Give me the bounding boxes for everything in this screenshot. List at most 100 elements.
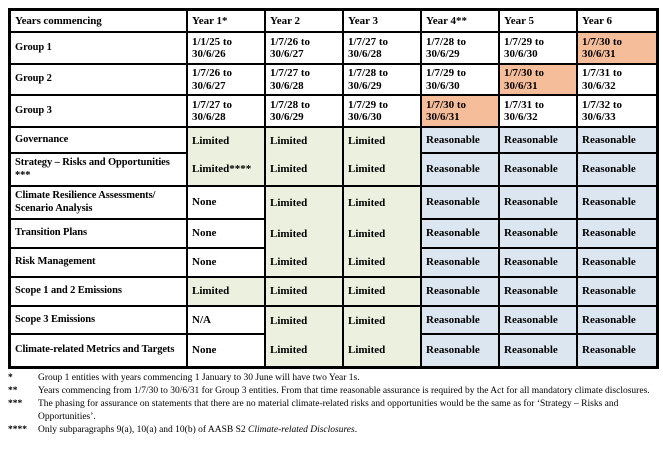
- assurance-cell-row-8-year-3: Limited: [344, 335, 422, 366]
- footnote-text-part: Years commencing from 1/7/30 to 30/6/31 …: [38, 386, 650, 396]
- footnote-text-part: Group 1 entities with years commencing 1…: [38, 373, 360, 383]
- assurance-row-label: Risk Management: [11, 249, 188, 278]
- date-cell-group-2-year-4: 1/7/29 to 30/6/30: [422, 65, 500, 96]
- assurance-row-label: Transition Plans: [11, 220, 188, 249]
- footnote-row: *** The phasing for assurance on statemen…: [8, 398, 656, 424]
- assurance-cell-row-3-year-1: None: [188, 187, 266, 220]
- header-cell-year-5: Year 5: [500, 11, 578, 33]
- header-cell-year-4: Year 4**: [422, 11, 500, 33]
- assurance-cell-row-6-year-5: Reasonable: [500, 278, 578, 307]
- footnote-text: Group 1 entities with years commencing 1…: [38, 372, 650, 385]
- assurance-cell-row-4-year-6: Reasonable: [578, 220, 656, 249]
- date-cell-group-3-year-2: 1/7/28 to 30/6/29: [266, 96, 344, 128]
- footnote-marker: *: [8, 373, 13, 383]
- assurance-cell-row-3-year-4: Reasonable: [422, 187, 500, 220]
- assurance-cell-row-1-year-1: Limited: [188, 128, 266, 154]
- assurance-cell-row-2-year-5: Reasonable: [500, 154, 578, 187]
- assurance-cell-row-2-year-3: Limited: [344, 154, 422, 187]
- date-cell-group-2-year-1: 1/7/26 to 30/6/27: [188, 65, 266, 96]
- assurance-cell-row-6-year-4: Reasonable: [422, 278, 500, 307]
- assurance-phasing-table: Years commencing Year 1* Year 2 Year 3 Year …: [8, 8, 659, 369]
- date-cell-group-2-year-2: 1/7/27 to 30/6/28: [266, 65, 344, 96]
- assurance-row-label: Governance: [11, 128, 188, 154]
- assurance-cell-row-8-year-2: Limited: [266, 335, 344, 366]
- assurance-cell-row-4-year-2: Limited: [266, 220, 344, 249]
- assurance-cell-row-5-year-2: Limited: [266, 249, 344, 278]
- date-cell-group-1-year-6: 1/7/30 to 30/6/31: [578, 33, 656, 65]
- date-cell-group-1-year-4: 1/7/28 to 30/6/29: [422, 33, 500, 65]
- assurance-cell-row-5-year-6: Reasonable: [578, 249, 656, 278]
- assurance-cell-row-4-year-3: Limited: [344, 220, 422, 249]
- assurance-cell-row-4-year-1: None: [188, 220, 266, 249]
- footnote-text-italic: Climate-related Disclosures: [248, 425, 355, 435]
- header-cell-years-commencing: Years commencing: [11, 11, 188, 33]
- assurance-cell-row-7-year-3: Limited: [344, 307, 422, 335]
- assurance-row-label: Climate-related Metrics and Targets: [11, 335, 188, 366]
- assurance-cell-row-1-year-5: Reasonable: [500, 128, 578, 154]
- assurance-cell-row-1-year-6: Reasonable: [578, 128, 656, 154]
- assurance-cell-row-6-year-1: Limited: [188, 278, 266, 307]
- assurance-cell-row-8-year-6: Reasonable: [578, 335, 656, 366]
- assurance-cell-row-6-year-6: Reasonable: [578, 278, 656, 307]
- footnote-text-part: Only subparagraphs 9(a), 10(a) and 10(b)…: [38, 425, 249, 435]
- assurance-cell-row-5-year-3: Limited: [344, 249, 422, 278]
- assurance-cell-row-4-year-5: Reasonable: [500, 220, 578, 249]
- assurance-row-label: Strategy – Risks and Opportunities ***: [11, 154, 188, 187]
- footnote-text: Years commencing from 1/7/30 to 30/6/31 …: [38, 385, 650, 398]
- footnote-text-part: The phasing for assurance on statements …: [38, 399, 619, 422]
- group-row-label: Group 3: [11, 96, 188, 128]
- date-cell-group-1-year-1: 1/1/25 to 30/6/26: [188, 33, 266, 65]
- header-cell-year-2: Year 2: [266, 11, 344, 33]
- assurance-cell-row-2-year-4: Reasonable: [422, 154, 500, 187]
- assurance-cell-row-8-year-5: Reasonable: [500, 335, 578, 366]
- assurance-cell-row-3-year-3: Limited: [344, 187, 422, 220]
- date-cell-group-2-year-3: 1/7/28 to 30/6/29: [344, 65, 422, 96]
- assurance-cell-row-6-year-2: Limited: [266, 278, 344, 307]
- date-cell-group-2-year-6: 1/7/31 to 30/6/32: [578, 65, 656, 96]
- assurance-cell-row-7-year-6: Reasonable: [578, 307, 656, 335]
- date-cell-group-1-year-3: 1/7/27 to 30/6/28: [344, 33, 422, 65]
- assurance-cell-row-5-year-4: Reasonable: [422, 249, 500, 278]
- footnote-text-part: .: [354, 425, 358, 435]
- assurance-cell-row-2-year-2: Limited: [266, 154, 344, 187]
- assurance-cell-row-4-year-4: Reasonable: [422, 220, 500, 249]
- assurance-cell-row-6-year-3: Limited: [344, 278, 422, 307]
- assurance-cell-row-2-year-6: Reasonable: [578, 154, 656, 187]
- date-cell-group-3-year-3: 1/7/29 to 30/6/30: [344, 96, 422, 128]
- footnote-text: Only subparagraphs 9(a), 10(a) and 10(b)…: [38, 424, 650, 437]
- assurance-cell-row-3-year-6: Reasonable: [578, 187, 656, 220]
- footnote-row: ** Years commencing from 1/7/30 to 30/6/3…: [8, 385, 656, 398]
- assurance-cell-row-2-year-1: Limited****: [188, 154, 266, 187]
- assurance-cell-row-7-year-5: Reasonable: [500, 307, 578, 335]
- date-cell-group-3-year-5: 1/7/31 to 30/6/32: [500, 96, 578, 128]
- footnote-text: The phasing for assurance on statements …: [38, 398, 650, 424]
- assurance-cell-row-8-year-4: Reasonable: [422, 335, 500, 366]
- group-row-label: Group 2: [11, 65, 188, 96]
- date-cell-group-1-year-5: 1/7/29 to 30/6/30: [500, 33, 578, 65]
- footnote-row: **** Only subparagraphs 9(a), 10(a) and 1…: [8, 424, 656, 437]
- assurance-cell-row-7-year-4: Reasonable: [422, 307, 500, 335]
- assurance-cell-row-5-year-1: None: [188, 249, 266, 278]
- assurance-cell-row-5-year-5: Reasonable: [500, 249, 578, 278]
- assurance-row-label: Scope 1 and 2 Emissions: [11, 278, 188, 307]
- group-row-label: Group 1: [11, 33, 188, 65]
- assurance-cell-row-1-year-4: Reasonable: [422, 128, 500, 154]
- footnote-marker: ****: [8, 425, 27, 435]
- date-cell-group-2-year-5: 1/7/30 to 30/6/31: [500, 65, 578, 96]
- assurance-cell-row-8-year-1: None: [188, 335, 266, 366]
- footnote-marker: ***: [8, 399, 23, 409]
- footnote-row: * Group 1 entities with years commencing …: [8, 372, 656, 385]
- header-cell-year-3: Year 3: [344, 11, 422, 33]
- assurance-cell-row-3-year-5: Reasonable: [500, 187, 578, 220]
- date-cell-group-3-year-4: 1/7/30 to 30/6/31: [422, 96, 500, 128]
- assurance-cell-row-3-year-2: Limited: [266, 187, 344, 220]
- assurance-row-label: Climate Resilience Assessments/ Scenario…: [11, 187, 188, 220]
- assurance-cell-row-1-year-2: Limited: [266, 128, 344, 154]
- assurance-cell-row-1-year-3: Limited: [344, 128, 422, 154]
- date-cell-group-3-year-6: 1/7/32 to 30/6/33: [578, 96, 656, 128]
- header-cell-year-6: Year 6: [578, 11, 656, 33]
- header-cell-year-1: Year 1*: [188, 11, 266, 33]
- assurance-cell-row-7-year-1: N/A: [188, 307, 266, 335]
- footnote-marker: **: [8, 386, 18, 396]
